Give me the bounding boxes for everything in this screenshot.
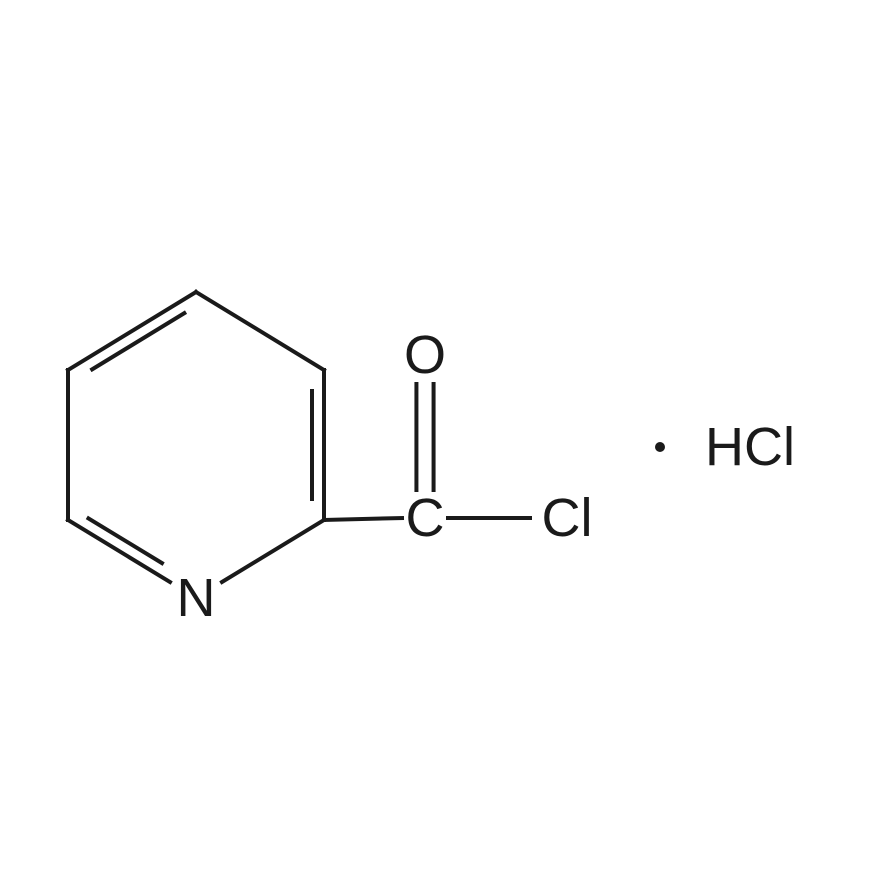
salt-label-hcl: HCl: [705, 420, 795, 474]
atom-label-carbon: C: [406, 491, 445, 545]
atom-label-chlorine: Cl: [542, 491, 593, 545]
atom-label-nitrogen: N: [177, 571, 216, 625]
chemical-structure-diagram: N C O Cl HCl: [0, 0, 890, 890]
atom-label-oxygen: O: [404, 328, 446, 382]
